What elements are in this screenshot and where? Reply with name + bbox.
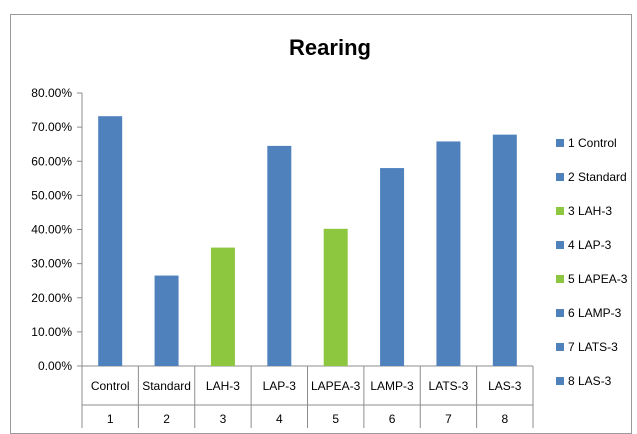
category-label: Standard: [142, 379, 191, 393]
legend: 1 Control 2 Standard 3 LAH-3 4 LAP-3 5 LAPEA…: [556, 136, 628, 388]
legend-label: 2 Standard: [568, 170, 627, 184]
legend-swatch: [556, 343, 564, 351]
bar-standard: [154, 275, 179, 366]
category-number: 7: [445, 412, 452, 426]
y-tick-label: 70.00%: [31, 120, 72, 134]
bar-lap-3: [267, 145, 292, 366]
legend-label: 7 LATS-3: [568, 340, 618, 354]
y-tick-label: 50.00%: [31, 188, 72, 202]
y-tick-label: 20.00%: [31, 291, 72, 305]
category-label: LAS-3: [488, 379, 522, 393]
legend-swatch: [556, 275, 564, 283]
category-number: 4: [276, 412, 283, 426]
bar-lapea-3: [323, 228, 348, 366]
category-number: 2: [163, 412, 170, 426]
legend-swatch: [556, 207, 564, 215]
category-label: LAH-3: [206, 379, 240, 393]
category-label: Control: [91, 379, 130, 393]
category-label: LATS-3: [429, 379, 469, 393]
y-tick-label: 10.00%: [31, 325, 72, 339]
bar-las-3: [492, 134, 517, 366]
category-label: LAPEA-3: [311, 379, 361, 393]
legend-label: 4 LAP-3: [568, 238, 612, 252]
legend-label: 1 Control: [568, 136, 617, 150]
y-tick-label: 30.00%: [31, 257, 72, 271]
category-number: 5: [332, 412, 339, 426]
legend-swatch: [556, 377, 564, 385]
bars: [98, 116, 517, 366]
category-number: 3: [220, 412, 227, 426]
legend-swatch: [556, 139, 564, 147]
category-label: LAMP-3: [370, 379, 414, 393]
legend-label: 8 LAS-3: [568, 374, 612, 388]
y-tick-label: 80.00%: [31, 86, 72, 100]
y-tick-label: 40.00%: [31, 223, 72, 237]
category-axis: Control 1 Standard 2 LAH-3 3 LAP-3 4 LAPEA-3 5 LAM…: [81, 366, 534, 428]
bar-lah-3: [210, 247, 235, 366]
bar-lamp-3: [380, 168, 405, 366]
category-number: 8: [501, 412, 508, 426]
legend-swatch: [556, 173, 564, 181]
legend-label: 6 LAMP-3: [568, 306, 622, 320]
legend-swatch: [556, 241, 564, 249]
bar-lats-3: [436, 141, 461, 366]
category-number: 1: [107, 412, 114, 426]
legend-swatch: [556, 309, 564, 317]
category-number: 6: [389, 412, 396, 426]
y-tick-label: 60.00%: [31, 154, 72, 168]
chart-title: Rearing: [289, 35, 371, 60]
bar-control: [98, 116, 123, 366]
legend-label: 3 LAH-3: [568, 204, 612, 218]
legend-label: 5 LAPEA-3: [568, 272, 628, 286]
y-tick-label: 0.00%: [38, 359, 72, 373]
category-label: LAP-3: [263, 379, 297, 393]
